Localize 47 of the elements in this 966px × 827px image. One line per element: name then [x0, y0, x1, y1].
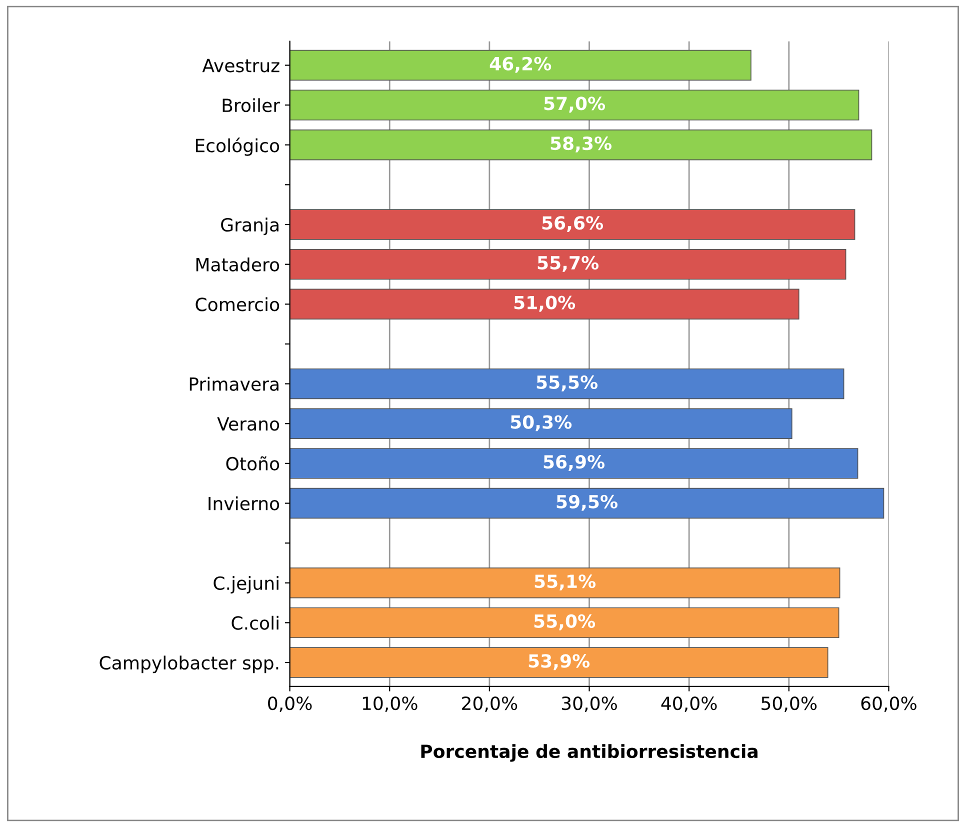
x-tick-label: 50,0% — [762, 696, 817, 712]
bar — [290, 568, 840, 598]
y-tick-label: Primavera — [190, 376, 278, 391]
x-tick-label: 30,0% — [562, 696, 617, 712]
data-label: 55,0% — [534, 614, 596, 630]
data-label: 55,1% — [534, 574, 596, 590]
bar — [290, 448, 858, 479]
x-tick-label: 10,0% — [362, 696, 418, 712]
data-label: 46,2% — [490, 56, 552, 73]
x-tick-label: 20,0% — [462, 696, 518, 712]
y-tick-label: Matadero — [196, 257, 280, 272]
bar — [290, 607, 840, 638]
data-label: 57,0% — [544, 96, 606, 113]
data-label: 56,6% — [542, 216, 604, 232]
y-tick-label: Comercio — [196, 297, 280, 312]
data-label: 50,3% — [510, 415, 572, 432]
bar — [290, 130, 872, 160]
bar — [290, 647, 828, 678]
x-axis-title: Porcentaje de antibiorresistencia — [421, 744, 758, 762]
data-label: 56,9% — [544, 455, 605, 471]
y-tick-label: Broiler — [222, 98, 280, 112]
bar — [290, 90, 860, 120]
y-tick-label: Campylobacter spp. — [100, 656, 278, 674]
bar — [290, 209, 856, 240]
bar — [290, 50, 752, 81]
data-label: 51,0% — [514, 296, 576, 312]
y-tick-label: Granja — [221, 218, 278, 236]
y-tick-label: C.jejuni — [214, 576, 278, 594]
y-tick-label: Ecológico — [196, 138, 280, 156]
data-label: 53,9% — [528, 654, 590, 670]
y-tick-label: Invierno — [208, 496, 280, 510]
x-tick-label: 0,0% — [268, 696, 312, 712]
data-label: 55,7% — [538, 256, 599, 272]
bar — [290, 288, 800, 320]
x-tick-label: 60,0% — [861, 696, 916, 712]
y-tick-label: Avestruz — [202, 58, 280, 72]
bar — [290, 248, 846, 280]
y-tick-label: Verano — [217, 417, 280, 431]
x-tick-label: 40,0% — [661, 696, 717, 712]
data-label: 59,5% — [556, 494, 618, 511]
data-label: 55,5% — [536, 375, 598, 392]
bar — [290, 488, 884, 519]
data-label: 58,3% — [550, 136, 612, 152]
bar — [290, 368, 844, 400]
y-tick-label: Otoño — [226, 456, 280, 471]
y-tick-label: C.coli — [232, 616, 278, 630]
bar — [290, 408, 792, 439]
